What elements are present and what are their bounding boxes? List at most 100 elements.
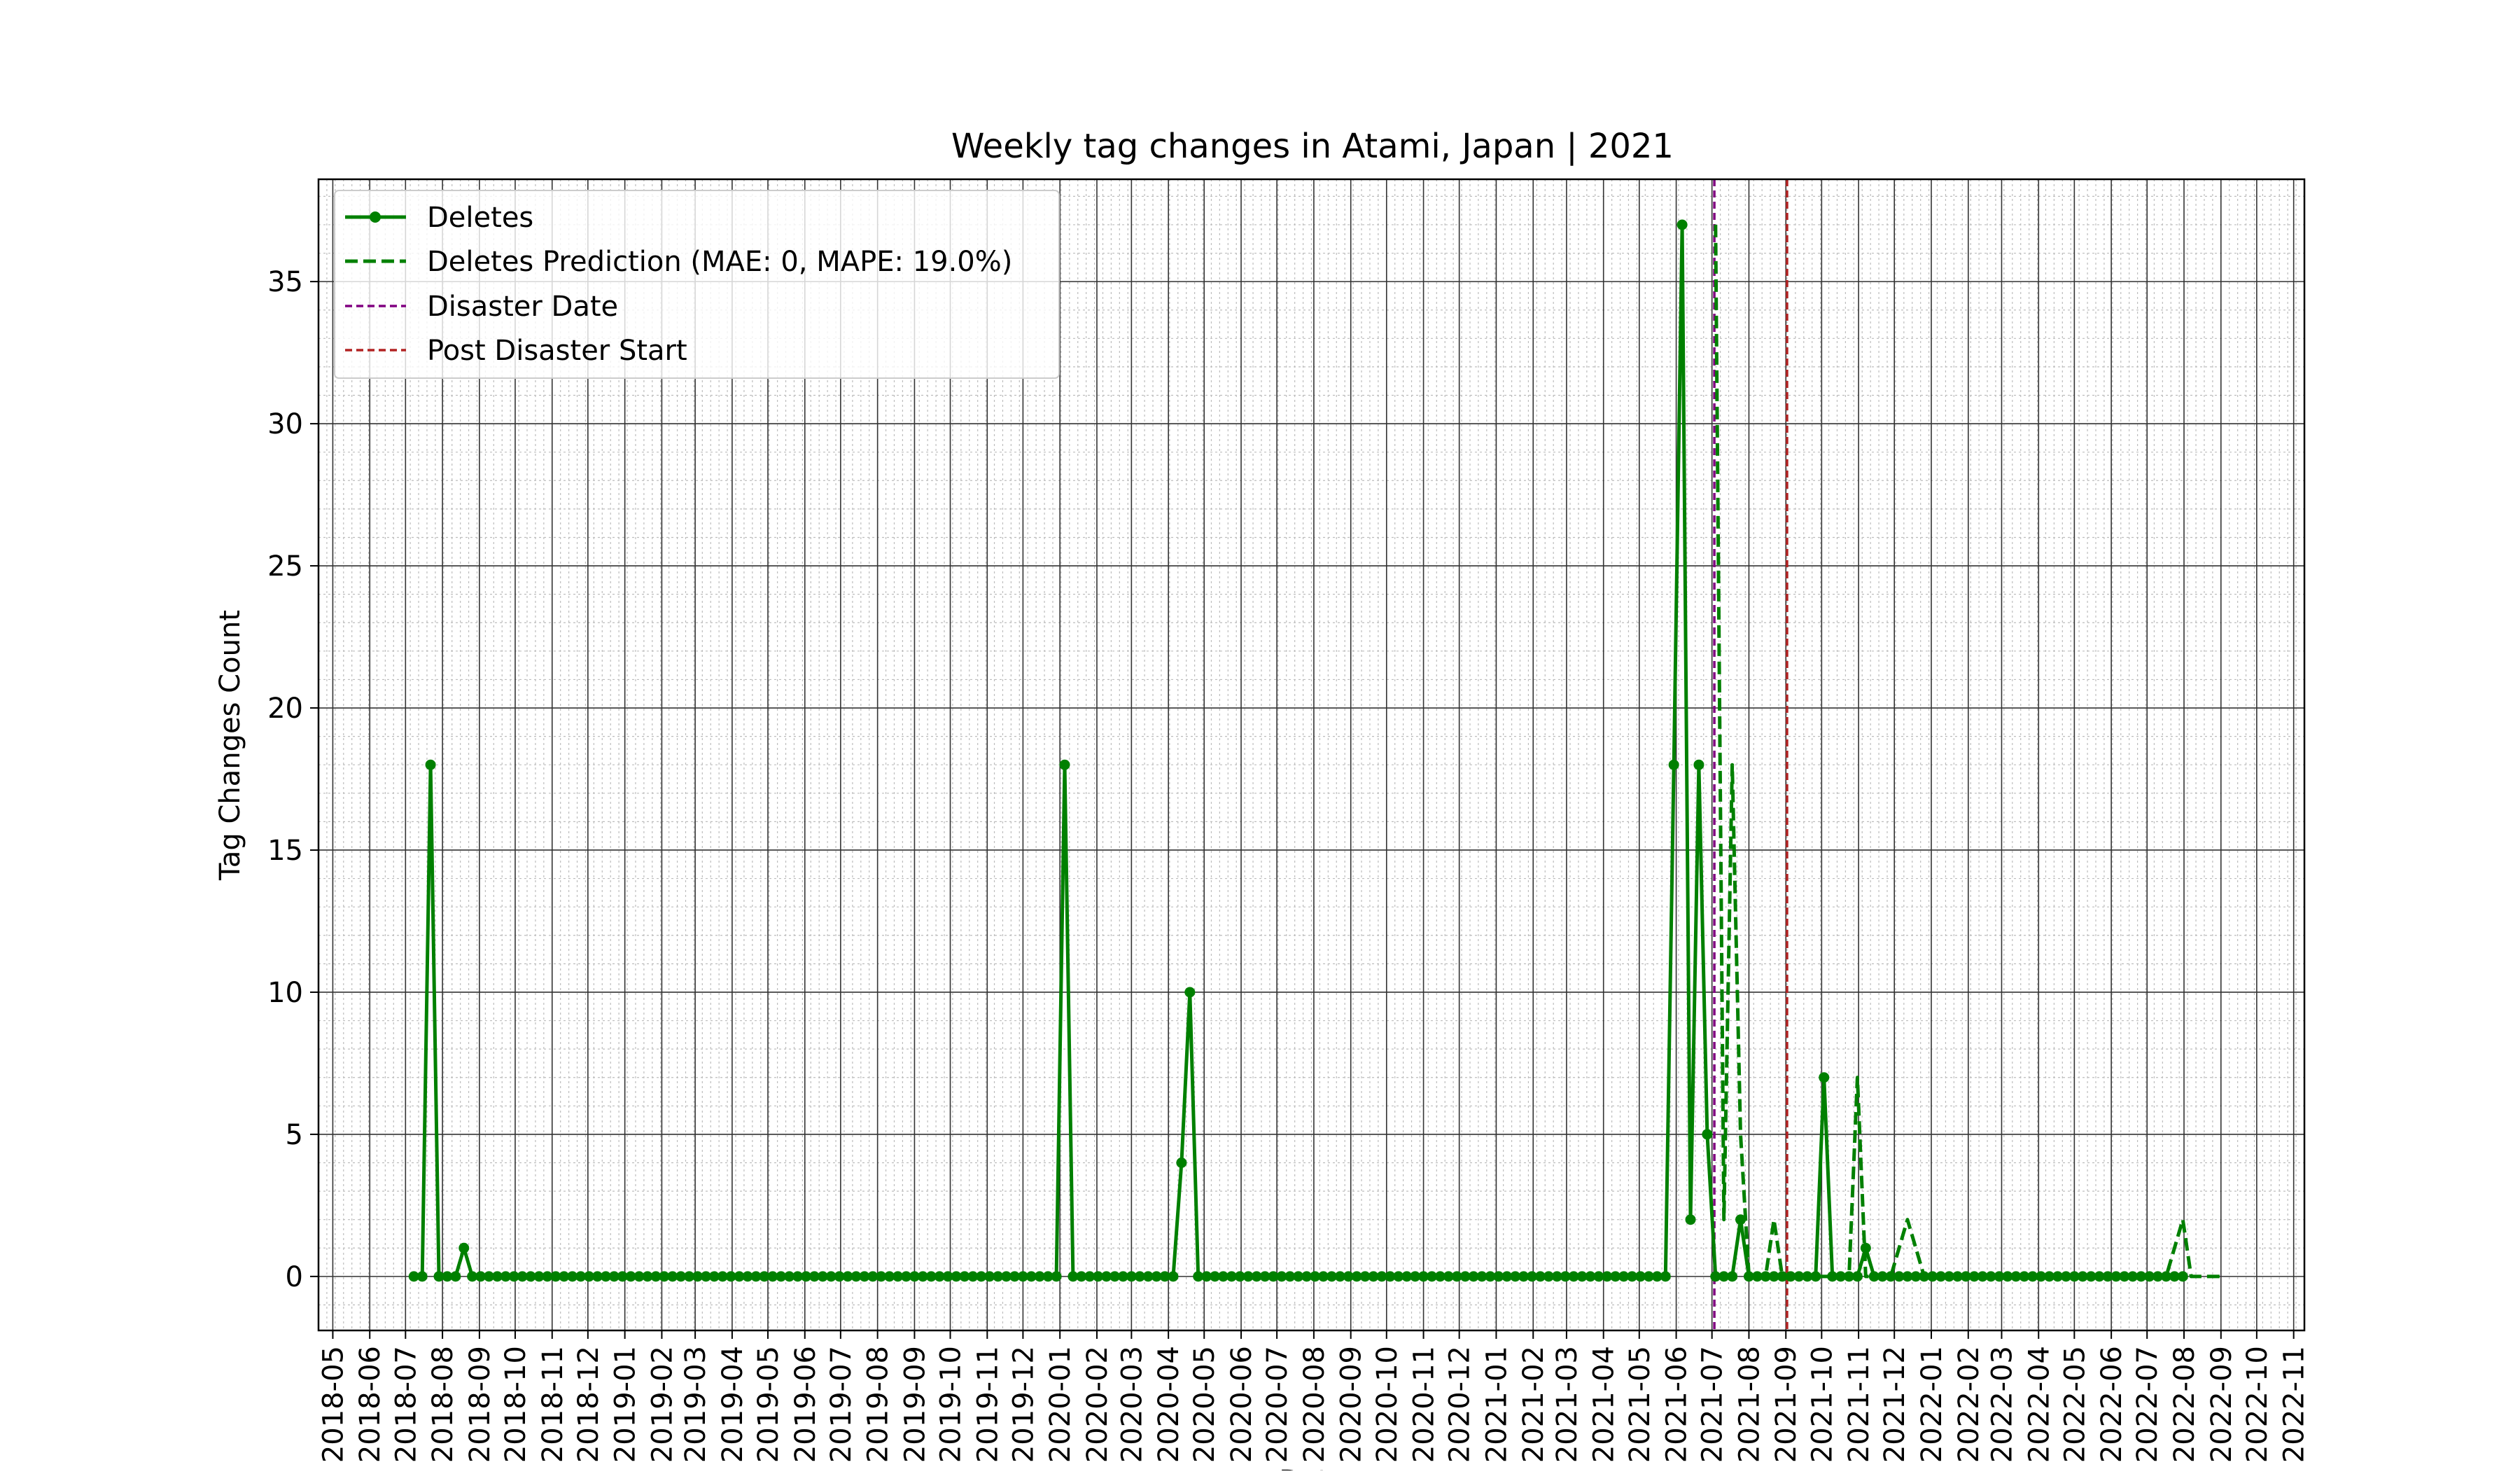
x-tick-label: 2020-01	[1044, 1346, 1077, 1463]
data-point-deletes	[834, 1271, 845, 1282]
x-tick-label: 2021-09	[1770, 1346, 1802, 1463]
data-point-deletes	[1968, 1271, 1980, 1282]
data-point-deletes	[1034, 1271, 1045, 1282]
legend: Deletes Deletes Prediction (MAE: 0, MAPE…	[334, 190, 1060, 379]
data-point-deletes	[842, 1271, 853, 1282]
data-point-deletes	[867, 1271, 878, 1282]
data-point-deletes	[1518, 1271, 1530, 1282]
x-tick-label: 2019-11	[972, 1346, 1004, 1463]
data-point-deletes	[1293, 1271, 1304, 1282]
data-point-deletes	[1485, 1271, 1496, 1282]
data-point-deletes	[1334, 1271, 1345, 1282]
legend-item-disaster-date: Disaster Date	[345, 291, 618, 323]
data-point-deletes	[2177, 1271, 2188, 1282]
data-point-deletes	[2169, 1271, 2180, 1282]
y-tick-label: 0	[286, 1261, 303, 1293]
x-tick-label: 2022-04	[2023, 1346, 2055, 1463]
x-tick-label: 2021-05	[1624, 1346, 1656, 1463]
y-tick-label: 20	[267, 693, 303, 725]
x-tick-label: 2018-11	[537, 1346, 569, 1463]
data-point-deletes	[725, 1271, 736, 1282]
data-point-deletes	[1718, 1271, 1730, 1282]
data-point-deletes	[925, 1271, 937, 1282]
x-axis: 2018-05 2018-06 2018-07 2018-08 2018-09 2018-…	[317, 1330, 2311, 1463]
data-point-deletes	[784, 1271, 795, 1282]
data-point-deletes	[667, 1271, 678, 1282]
data-point-deletes	[433, 1271, 444, 1282]
x-tick-label: 2019-02	[646, 1346, 678, 1463]
x-tick-label: 2019-01	[610, 1346, 642, 1463]
data-point-deletes	[776, 1271, 787, 1282]
data-point-deletes	[1410, 1271, 1421, 1282]
data-point-deletes	[1868, 1271, 1879, 1282]
data-point-deletes	[1426, 1271, 1437, 1282]
x-tick-label: 2018-12	[573, 1346, 605, 1463]
data-point-deletes	[1351, 1271, 1362, 1282]
x-tick-label: 2020-02	[1082, 1346, 1114, 1463]
data-point-deletes	[884, 1271, 895, 1282]
data-point-deletes	[1460, 1271, 1471, 1282]
data-point-deletes	[676, 1271, 687, 1282]
data-point-deletes	[467, 1271, 478, 1282]
legend-label-post-disaster-start: Post Disaster Start	[427, 335, 687, 367]
data-point-deletes	[2102, 1271, 2113, 1282]
data-point-deletes	[1851, 1271, 1863, 1282]
data-point-deletes	[1551, 1271, 1562, 1282]
data-point-deletes	[1042, 1271, 1054, 1282]
x-tick-label: 2019-05	[752, 1346, 785, 1463]
data-point-deletes	[1819, 1072, 1830, 1083]
data-point-deletes	[1727, 1271, 1738, 1282]
data-point-deletes	[2002, 1271, 2013, 1282]
data-point-deletes	[650, 1271, 662, 1282]
data-point-deletes	[1668, 759, 1679, 770]
data-point-deletes	[808, 1271, 820, 1282]
x-tick-label: 2022-05	[2059, 1346, 2091, 1463]
data-point-deletes	[1376, 1271, 1387, 1282]
data-point-deletes	[767, 1271, 778, 1282]
data-point-deletes	[1602, 1271, 1613, 1282]
data-point-deletes	[575, 1271, 587, 1282]
data-point-deletes	[2136, 1271, 2147, 1282]
data-point-deletes	[567, 1271, 578, 1282]
x-tick-label: 2021-08	[1733, 1346, 1765, 1463]
data-point-deletes	[1994, 1271, 2005, 1282]
data-point-deletes	[1318, 1271, 1329, 1282]
data-point-deletes	[584, 1271, 595, 1282]
data-point-deletes	[1810, 1271, 1821, 1282]
data-point-deletes	[617, 1271, 628, 1282]
data-point-deletes	[1359, 1271, 1371, 1282]
data-point-deletes	[2068, 1271, 2080, 1282]
data-point-deletes	[592, 1271, 603, 1282]
data-point-deletes	[942, 1271, 953, 1282]
x-tick-label: 2020-04	[1153, 1346, 1185, 1463]
data-point-deletes	[1468, 1271, 1479, 1282]
data-point-deletes	[1935, 1271, 1947, 1282]
data-point-deletes	[876, 1271, 887, 1282]
data-point-deletes	[1576, 1271, 1588, 1282]
data-point-deletes	[2127, 1271, 2138, 1282]
data-point-deletes	[1084, 1271, 1096, 1282]
x-tick-label: 2018-07	[390, 1346, 422, 1463]
data-point-deletes	[708, 1271, 720, 1282]
x-tick-label: 2022-07	[2132, 1346, 2164, 1463]
data-point-deletes	[1843, 1271, 1854, 1282]
data-point-deletes	[1735, 1214, 1746, 1225]
data-point-deletes	[2044, 1271, 2055, 1282]
data-point-deletes	[1751, 1271, 1763, 1282]
data-point-deletes	[684, 1271, 695, 1282]
data-point-deletes	[901, 1271, 912, 1282]
data-point-deletes	[408, 1271, 419, 1282]
x-tick-label: 2020-10	[1371, 1346, 1404, 1463]
data-point-deletes	[1927, 1271, 1938, 1282]
data-point-deletes	[1326, 1271, 1337, 1282]
data-point-deletes	[1059, 759, 1070, 770]
data-point-deletes	[1201, 1271, 1212, 1282]
data-point-deletes	[792, 1271, 804, 1282]
x-tick-label: 2022-10	[2241, 1346, 2274, 1463]
data-point-deletes	[500, 1271, 511, 1282]
data-point-deletes	[1568, 1271, 1579, 1282]
x-tick-label: 2022-08	[2169, 1346, 2201, 1463]
data-point-deletes	[542, 1271, 553, 1282]
data-point-deletes	[1743, 1271, 1754, 1282]
